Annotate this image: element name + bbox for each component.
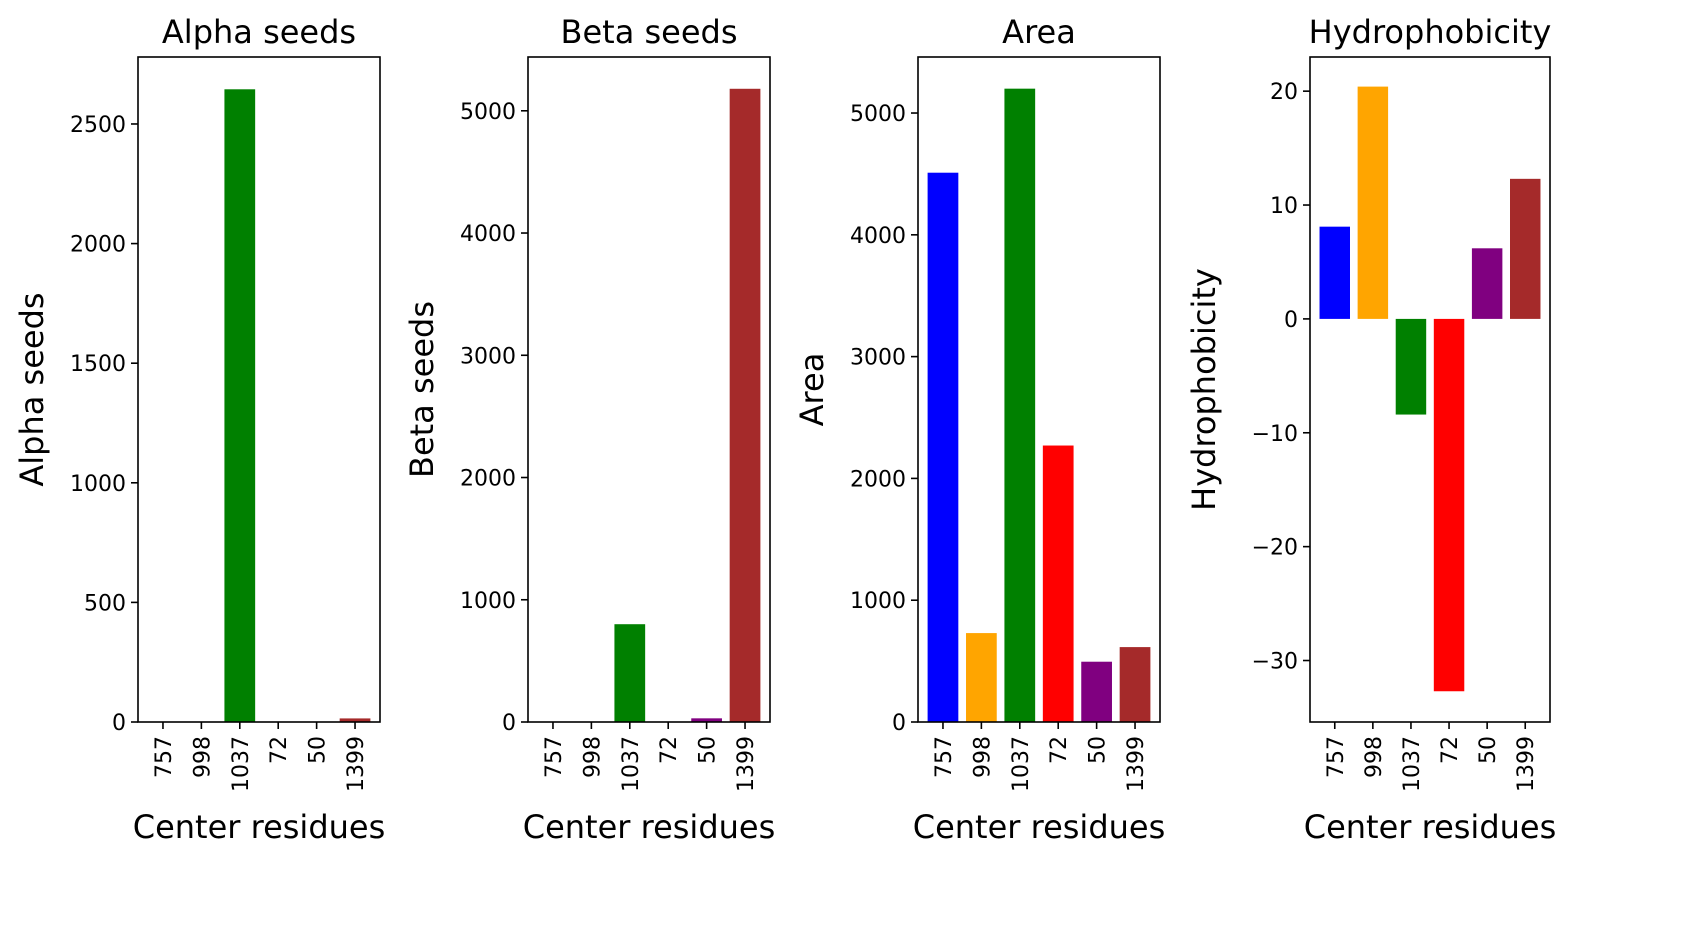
y-tick-label: 0 xyxy=(112,711,126,736)
plot-frame xyxy=(527,56,771,723)
y-axis-label: Beta seeds xyxy=(403,301,441,478)
x-axis-label: Center residues xyxy=(913,808,1166,846)
x-tick-label: 1399 xyxy=(1514,736,1539,792)
x-axis-label: Center residues xyxy=(1304,808,1557,846)
bar-757 xyxy=(1319,226,1350,319)
x-tick-label: 998 xyxy=(190,736,215,778)
x-tick-label: 1399 xyxy=(734,736,759,792)
x-tick-label: 72 xyxy=(1438,736,1463,764)
x-tick-label: 998 xyxy=(1362,736,1387,778)
bar-1399 xyxy=(1510,178,1541,319)
y-tick-label: 4000 xyxy=(460,222,516,247)
x-tick-label: 998 xyxy=(970,736,995,778)
y-tick-label: 20 xyxy=(1270,80,1298,105)
bar-1399 xyxy=(729,88,761,723)
x-tick-label: 72 xyxy=(267,736,292,764)
bar-1399 xyxy=(1119,647,1151,722)
y-tick-label: 2000 xyxy=(460,467,516,492)
bar-998 xyxy=(966,633,997,722)
bar-1037 xyxy=(1395,318,1427,415)
x-tick-label: 757 xyxy=(932,736,957,778)
bar-72 xyxy=(1042,445,1074,722)
x-tick-label: 50 xyxy=(696,736,721,764)
y-tick-label: 2000 xyxy=(850,467,906,492)
y-tick-label: 5000 xyxy=(460,100,516,125)
bar-50 xyxy=(1081,661,1112,722)
x-tick-label: 1399 xyxy=(1124,736,1149,792)
y-tick-label: 0 xyxy=(502,711,516,736)
y-tick-label: −30 xyxy=(1252,650,1298,675)
x-tick-label: 72 xyxy=(657,736,682,764)
chart-title: Alpha seeds xyxy=(162,13,356,51)
x-axis-label: Center residues xyxy=(523,808,776,846)
chart-panel-3: −30 −20 −10 0 10 20 757 998 1037 72 50 1399 Hydropho… xyxy=(1185,13,1556,846)
plot-frame xyxy=(917,56,1161,723)
bar-50 xyxy=(691,718,722,722)
bar-1399 xyxy=(339,718,371,722)
y-tick-label: −10 xyxy=(1252,422,1298,447)
y-tick-label: −20 xyxy=(1252,536,1298,561)
chart-title: Area xyxy=(1002,13,1076,51)
bar-757 xyxy=(927,172,959,722)
y-tick-label: 1000 xyxy=(850,589,906,614)
x-tick-label: 50 xyxy=(306,736,331,764)
bar-72 xyxy=(1433,318,1465,692)
y-tick-label: 0 xyxy=(892,711,906,736)
chart-title: Beta seeds xyxy=(561,13,738,51)
y-axis-label: Alpha seeds xyxy=(13,292,51,486)
y-tick-label: 2500 xyxy=(70,113,126,138)
y-tick-label: 3000 xyxy=(850,346,906,371)
bar-1037 xyxy=(1004,88,1036,722)
x-tick-label: 1037 xyxy=(619,736,644,792)
y-tick-label: 1000 xyxy=(70,472,126,497)
y-tick-label: 2000 xyxy=(70,233,126,258)
chart-panel-0: 0 500 1000 1500 2000 2500 757 998 1037 72 50 1399 Al… xyxy=(13,13,385,846)
x-tick-label: 1037 xyxy=(1400,736,1425,792)
y-tick-label: 3000 xyxy=(460,344,516,369)
y-axis-label: Area xyxy=(793,353,831,427)
x-tick-label: 50 xyxy=(1086,736,1111,764)
plot-frame xyxy=(1309,56,1551,723)
bar-998 xyxy=(1357,86,1389,319)
bar-1037 xyxy=(224,89,256,723)
plot-frame xyxy=(137,56,381,723)
x-tick-label: 1037 xyxy=(229,736,254,792)
x-tick-label: 757 xyxy=(152,736,177,778)
y-tick-label: 1000 xyxy=(460,589,516,614)
x-tick-label: 998 xyxy=(580,736,605,778)
y-tick-label: 0 xyxy=(1284,308,1298,333)
x-tick-label: 757 xyxy=(1324,736,1349,778)
y-axis-label: Hydrophobicity xyxy=(1185,268,1223,511)
y-tick-label: 1500 xyxy=(70,352,126,377)
chart-panel-2: 0 1000 2000 3000 4000 5000 757 998 1037 72 50 1399 A… xyxy=(793,13,1165,846)
y-tick-label: 5000 xyxy=(850,102,906,127)
x-tick-label: 50 xyxy=(1476,736,1501,764)
bar-1037 xyxy=(614,624,646,722)
y-tick-label: 500 xyxy=(84,591,126,616)
x-tick-label: 72 xyxy=(1047,736,1072,764)
x-tick-label: 1399 xyxy=(344,736,369,792)
x-tick-label: 757 xyxy=(542,736,567,778)
chart-panel-1: 0 1000 2000 3000 4000 5000 757 998 1037 72 50 1399 B… xyxy=(403,13,775,846)
x-tick-label: 1037 xyxy=(1009,736,1034,792)
x-axis-label: Center residues xyxy=(133,808,386,846)
y-tick-label: 4000 xyxy=(850,224,906,249)
y-tick-label: 10 xyxy=(1270,194,1298,219)
chart-title: Hydrophobicity xyxy=(1309,13,1552,51)
bar-50 xyxy=(1471,248,1503,319)
